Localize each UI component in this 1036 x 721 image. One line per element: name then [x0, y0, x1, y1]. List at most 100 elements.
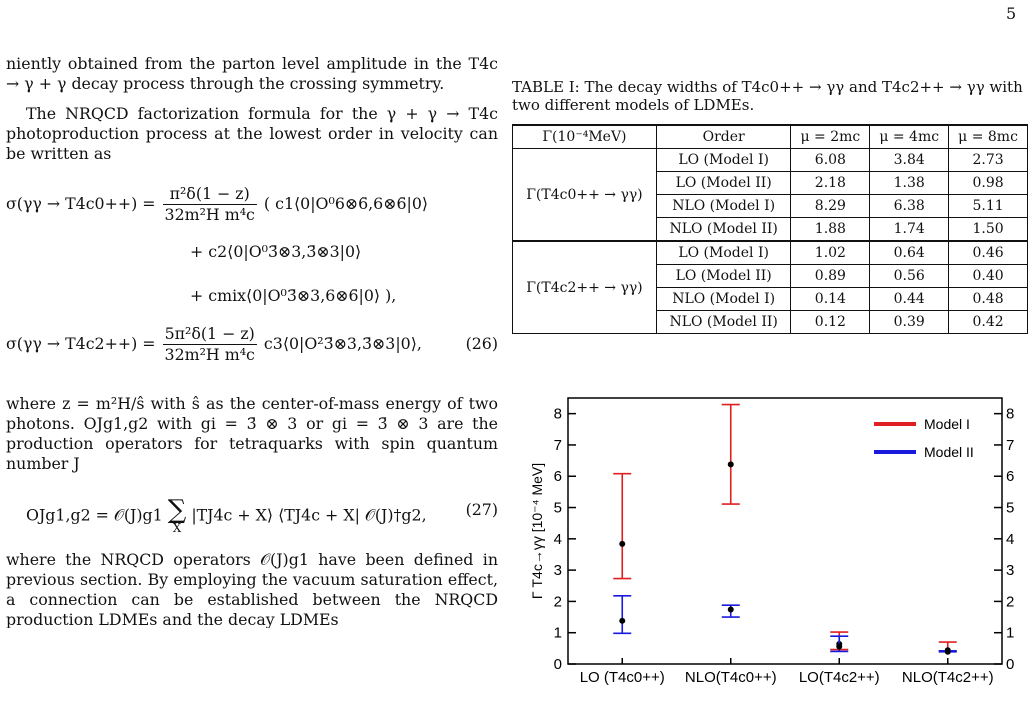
- x-tick-label: LO(T4c2++): [799, 669, 880, 686]
- order-cell: NLO (Model I): [655, 194, 792, 218]
- eq27-number: (27): [465, 500, 498, 519]
- table-row: LO (Model II) 2.18 1.38 0.98: [513, 171, 1028, 195]
- page-number: 5: [1006, 4, 1017, 23]
- y-tick-label-left: 7: [554, 437, 562, 454]
- paragraph-1: niently obtained from the parton level a…: [6, 54, 498, 93]
- eq26-term4: c3⟨0|O²3̄⊗3,3̄⊗3|0⟩,: [263, 334, 422, 353]
- order-cell: LO (Model II): [655, 171, 792, 195]
- eq27-lhs: OJg1,g2 = 𝒪(J)g1: [26, 505, 163, 525]
- eq26-frac1: π²δ(1 − z) 32m²H m⁴c: [162, 184, 257, 225]
- y-tick-label-right: 1: [1006, 625, 1014, 642]
- value-cell: 0.48: [948, 287, 1028, 311]
- eq26-term1: ( c1⟨0|O⁰6⊗6̄,6⊗6̄|0⟩: [263, 194, 429, 213]
- x-tick-label: NLO(T4c2++): [902, 669, 994, 686]
- value-cell: 0.42: [948, 310, 1028, 334]
- eq26-lhs1: σ(γγ → T4c0++) =: [6, 194, 156, 213]
- value-cell: 2.18: [790, 171, 871, 195]
- order-cell: LO (Model I): [655, 240, 792, 265]
- value-cell: 0.89: [790, 264, 871, 288]
- value-cell: 0.44: [869, 287, 950, 311]
- header-cell: Order: [655, 124, 792, 149]
- central-value-point: [619, 617, 626, 624]
- order-cell: NLO (Model II): [655, 310, 792, 334]
- value-cell: 1.02: [790, 240, 871, 265]
- central-value-point: [727, 461, 734, 468]
- value-cell: 6.08: [790, 148, 871, 172]
- order-cell: NLO (Model I): [655, 287, 792, 311]
- value-cell: 1.38: [869, 171, 950, 195]
- value-cell: 0.64: [869, 240, 950, 265]
- eq26-number: (26): [465, 334, 498, 353]
- y-tick-label-right: 4: [1006, 531, 1014, 548]
- y-tick-label-left: 1: [554, 625, 562, 642]
- value-cell: 0.56: [869, 264, 950, 288]
- plot-frame: [567, 397, 1003, 665]
- value-cell: 8.29: [790, 194, 871, 218]
- eq26-term2: + c2⟨0|O⁰3̄⊗3,3̄⊗3|0⟩: [190, 242, 362, 261]
- central-value-point: [944, 648, 951, 655]
- value-cell: 1.74: [869, 217, 950, 242]
- y-tick-label-left: 2: [554, 593, 562, 610]
- value-cell: 5.11: [948, 194, 1028, 218]
- header-cell: μ = 2mc: [790, 124, 871, 149]
- equation-27: OJg1,g2 = 𝒪(J)g1 ∑ X |TJ4c + X⟩ ⟨TJ4c + …: [6, 484, 498, 540]
- eq27-sum-sub: X: [172, 521, 182, 535]
- y-tick-label-right: 7: [1006, 437, 1014, 454]
- table-row: NLO (Model II) 0.12 0.39 0.42: [513, 310, 1028, 334]
- value-cell: 0.46: [948, 240, 1028, 265]
- eq26-frac2: 5π²δ(1 − z) 32m²H m⁴c: [162, 324, 257, 365]
- eq26-frac2-den: 32m²H m⁴c: [164, 345, 255, 364]
- header-cell: Γ(10⁻⁴MeV): [512, 124, 657, 149]
- y-tick-label-right: 3: [1006, 562, 1014, 579]
- central-value-point: [619, 540, 626, 547]
- eq26-lhs2: σ(γγ → T4c2++) =: [6, 334, 156, 353]
- table-caption: TABLE I: The decay widths of T4c0++ → γγ…: [512, 78, 1023, 114]
- y-tick-label-right: 5: [1006, 500, 1014, 517]
- eq26-term3: + cmix⟨0|O⁰3̄⊗3,6⊗6̄|0⟩ ),: [190, 286, 397, 305]
- table-row: Γ(T4c0++ → γγ) LO (Model I) 6.08 3.84 2.…: [512, 148, 1028, 242]
- equation-26: σ(γγ → T4c0++) = π²δ(1 − z) 32m²H m⁴c ( …: [6, 172, 498, 378]
- value-cell: 6.38: [869, 194, 950, 218]
- y-tick-label-left: 4: [554, 531, 562, 548]
- chart-svg: 0 0 1 1 2 2 3 3 4 4 5 5 6 6 7 7 8 8 LO (T4c0++) NLO(T4c0++)…: [529, 397, 1014, 686]
- value-cell: 1.88: [790, 217, 871, 242]
- value-cell: 3.84: [869, 148, 950, 172]
- y-axis-label: Γ T4c→γγ [10⁻⁴ MeV]: [530, 463, 545, 599]
- group-label: Γ(T4c2++ → γγ): [512, 240, 657, 334]
- y-tick-label-right: 0: [1006, 656, 1014, 673]
- paragraph-3: where z = m²H/ŝ with ŝ as the center-of-…: [6, 394, 498, 473]
- table-row: NLO (Model II) 1.88 1.74 1.50: [513, 217, 1028, 242]
- legend-label: Model I: [924, 416, 970, 432]
- value-cell: 0.12: [790, 310, 871, 334]
- value-cell: 2.73: [948, 148, 1028, 172]
- y-tick-label-right: 2: [1006, 593, 1014, 610]
- paragraph-4: where the NRQCD operators 𝒪(J)g1 have be…: [6, 550, 498, 628]
- value-cell: 1.50: [948, 217, 1028, 242]
- central-value-point: [727, 606, 734, 613]
- y-tick-label-left: 8: [554, 406, 562, 423]
- y-tick-label-left: 6: [554, 468, 562, 485]
- eq26-frac2-num: 5π²δ(1 − z): [162, 324, 257, 345]
- table-row: Γ(T4c2++ → γγ) LO (Model I) 1.02 0.64 0.…: [512, 240, 1028, 334]
- eq27-sum-symbol: ∑: [167, 495, 187, 525]
- y-tick-label-left: 0: [554, 656, 562, 673]
- y-tick-label-right: 6: [1006, 468, 1014, 485]
- order-cell: LO (Model II): [655, 264, 792, 288]
- left-column: niently obtained from the parton level a…: [6, 54, 498, 628]
- y-tick-label-right: 8: [1006, 406, 1014, 423]
- decay-width-table: Γ(10⁻⁴MeV) Order μ = 2mc μ = 4mc μ = 8mc…: [512, 124, 1028, 334]
- header-cell: μ = 4mc: [869, 124, 950, 149]
- value-cell: 0.98: [948, 171, 1028, 195]
- order-cell: LO (Model I): [655, 148, 792, 172]
- paragraph-2: The NRQCD factorization formula for the …: [6, 104, 498, 163]
- x-tick-label: LO (T4c0++): [580, 669, 665, 686]
- group-label: Γ(T4c0++ → γγ): [512, 148, 657, 242]
- table-row: LO (Model II) 0.89 0.56 0.40: [513, 264, 1028, 288]
- value-cell: 0.14: [790, 287, 871, 311]
- eq26-frac1-den: 32m²H m⁴c: [164, 205, 255, 224]
- value-cell: 0.39: [869, 310, 950, 334]
- table-row: NLO (Model I) 8.29 6.38 5.11: [513, 194, 1028, 218]
- y-tick-label-left: 5: [554, 500, 562, 517]
- legend-label: Model II: [924, 444, 974, 460]
- header-cell: μ = 8mc: [948, 124, 1028, 149]
